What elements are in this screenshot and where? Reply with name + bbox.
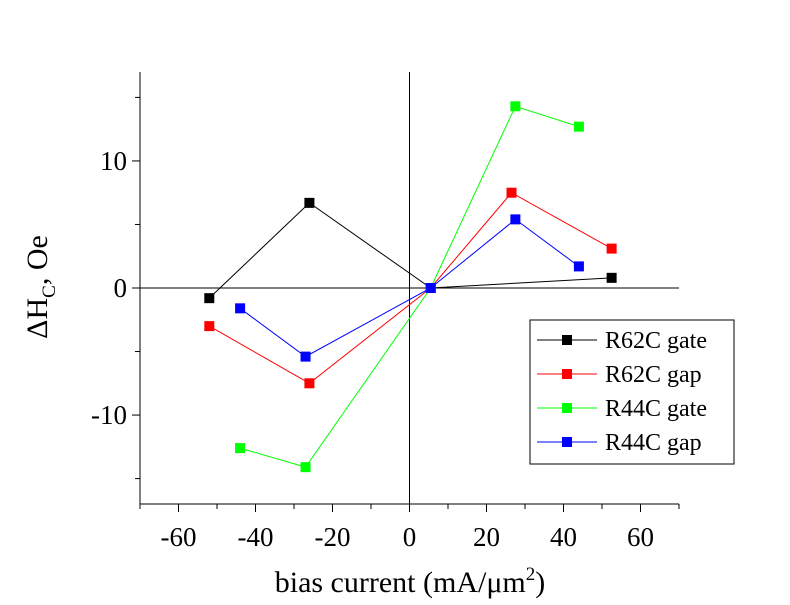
legend-marker bbox=[562, 403, 572, 413]
zero-lines bbox=[140, 72, 679, 504]
x-tick-label: -40 bbox=[238, 522, 274, 552]
x-tick-label: 20 bbox=[473, 522, 500, 552]
data-point bbox=[606, 243, 617, 254]
y-axis-title-subscript: C bbox=[39, 285, 60, 298]
legend-label: R62C gate bbox=[605, 328, 707, 354]
legend-entry: R44C gap bbox=[537, 430, 702, 456]
x-axis-title: bias current (mA/μm2) bbox=[275, 564, 546, 599]
legend-label: R44C gap bbox=[605, 430, 702, 456]
data-point bbox=[510, 214, 521, 225]
series-layer bbox=[204, 101, 617, 473]
legend-marker bbox=[562, 437, 572, 447]
data-point bbox=[573, 121, 584, 132]
data-point bbox=[573, 261, 584, 272]
x-axis-title-superscript: 2 bbox=[526, 564, 536, 585]
legend-entry: R44C gate bbox=[537, 396, 707, 422]
data-point bbox=[304, 378, 315, 389]
y-tick-label: 10 bbox=[100, 146, 127, 176]
data-point bbox=[606, 272, 617, 283]
data-point bbox=[204, 293, 215, 304]
axis-ticks bbox=[132, 96, 680, 512]
y-tick-label: 0 bbox=[114, 273, 128, 303]
series-line bbox=[208, 202, 612, 299]
data-point bbox=[235, 443, 246, 454]
x-tick-label: -20 bbox=[315, 522, 351, 552]
series-1 bbox=[204, 197, 617, 304]
data-point bbox=[506, 187, 517, 198]
data-point bbox=[300, 462, 311, 473]
data-point bbox=[425, 283, 436, 293]
data-point bbox=[204, 321, 215, 332]
data-point bbox=[304, 197, 315, 208]
data-point bbox=[510, 101, 521, 112]
tick-labels: -60 -40 -20 0 20 40 60 -10 0 10 bbox=[91, 146, 654, 552]
x-tick-label: 60 bbox=[627, 522, 654, 552]
legend-label: R44C gate bbox=[605, 396, 707, 422]
y-axis-title: ΔHC, Oe bbox=[21, 235, 60, 339]
data-point bbox=[235, 303, 246, 314]
data-point bbox=[300, 351, 311, 362]
legend-marker bbox=[562, 369, 572, 379]
y-tick-label: -10 bbox=[91, 400, 127, 430]
legend-entry: R62C gate bbox=[537, 328, 707, 354]
legend-marker bbox=[562, 335, 572, 345]
legend-entry: R62C gap bbox=[537, 362, 702, 388]
x-tick-label: -60 bbox=[161, 522, 197, 552]
legend-label: R62C gap bbox=[605, 362, 702, 388]
series-4 bbox=[235, 214, 584, 362]
x-tick-label: 40 bbox=[550, 522, 577, 552]
x-tick-label: 0 bbox=[403, 522, 417, 552]
legend: R62C gate R62C gap R44C gate R44C gap bbox=[529, 319, 735, 465]
